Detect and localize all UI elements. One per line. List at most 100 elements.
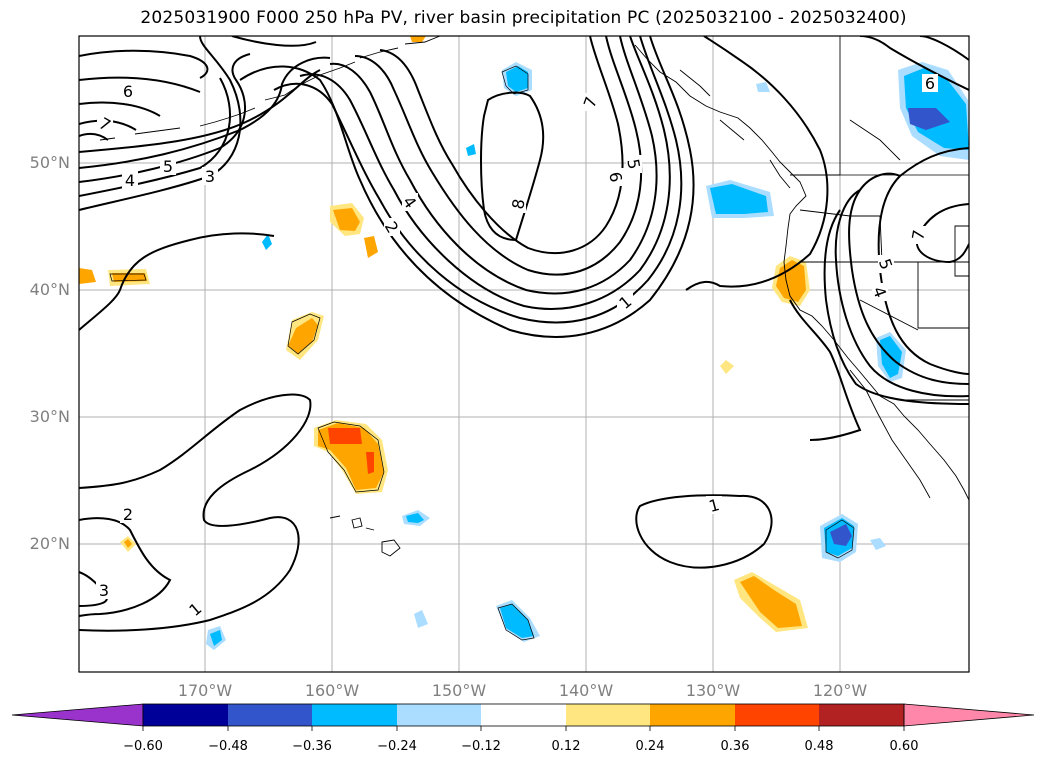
precip-blob-positive	[410, 36, 426, 42]
contour-label: 7	[96, 114, 114, 136]
map-title: 2025031900 F000 250 hPa PV, river basin …	[140, 8, 907, 28]
contour-label-text: 4	[125, 171, 135, 190]
plot-frame	[78, 35, 970, 673]
precip-blob-positive	[124, 539, 132, 548]
colorbar-frame	[142, 703, 905, 727]
precip-blob-negative	[406, 513, 424, 523]
precip-shading	[79, 36, 969, 650]
colorbar-segment	[481, 704, 566, 726]
colorbar-segment	[819, 704, 904, 726]
contour-label: 5	[160, 157, 176, 176]
contour-label-text: 8	[508, 197, 528, 210]
colorbar-label: 0.36	[721, 739, 750, 754]
precip-blob-negative	[830, 524, 852, 546]
lat-label: 50°N	[30, 153, 70, 172]
contour-label-text: 1	[707, 495, 722, 516]
precip-blob-positive	[720, 360, 734, 374]
lon-label: 170°W	[178, 681, 233, 700]
precip-blob-negative	[756, 82, 770, 92]
precip-blob-negative	[506, 66, 528, 92]
precip-blob-negative	[262, 234, 272, 250]
plot-area	[79, 36, 969, 672]
contour-label: 4	[122, 171, 138, 190]
colorbar: −0.60 −0.48 −0.36 −0.24 −0.12 0.12 0.24 …	[11, 703, 1035, 754]
contour-label: 6	[120, 82, 136, 101]
contour-label-text: 5	[623, 157, 643, 170]
lon-label: 160°W	[305, 681, 360, 700]
contour-label: 4	[869, 283, 890, 301]
contour-label: 1	[615, 292, 635, 313]
contour-label-text: 3	[99, 581, 109, 600]
colorbar-segment	[566, 704, 650, 726]
contour-label: 6	[922, 74, 938, 93]
precip-blob-negative	[908, 108, 950, 130]
contour-label: 1	[706, 495, 722, 516]
contour-label: 1	[185, 599, 205, 620]
colorbar-extend-low	[11, 703, 144, 727]
precip-blob-positive	[328, 428, 362, 444]
contour-label-text: 6	[123, 82, 133, 101]
contour-label: 2	[381, 218, 402, 236]
colorbar-extend-high	[903, 703, 1035, 727]
colorbar-label: −0.60	[123, 739, 163, 754]
colorbar-label: 0.48	[805, 739, 834, 754]
colorbar-segment	[397, 704, 481, 726]
lat-label: 40°N	[30, 280, 70, 299]
colorbar-segment	[228, 704, 312, 726]
contour-label: 6	[605, 168, 626, 186]
colorbar-label: −0.24	[377, 739, 417, 754]
precip-blob-negative	[710, 184, 768, 214]
contour-label-text: 7	[908, 228, 928, 241]
pv-contours	[79, 36, 969, 632]
lon-label: 150°W	[432, 681, 487, 700]
precip-blob-negative	[466, 144, 476, 156]
lat-labels: 20°N 30°N 40°N 50°N	[30, 153, 70, 553]
colorbar-label: 0.12	[552, 739, 581, 754]
precip-blob-positive	[776, 260, 806, 302]
precip-blob-negative	[210, 630, 222, 646]
contour-label-text: 6	[925, 74, 935, 93]
lon-label: 140°W	[559, 681, 614, 700]
colorbar-segment	[650, 704, 735, 726]
contour-label-text: 6	[605, 170, 625, 183]
contour-label-text: 2	[123, 505, 133, 524]
contour-label: 3	[202, 167, 218, 186]
contour-label: 4	[399, 193, 420, 212]
colorbar-label: −0.12	[461, 739, 501, 754]
colorbar-ticks	[142, 726, 905, 731]
colorbar-segment	[735, 704, 819, 726]
contour-label: 5	[875, 255, 896, 273]
contour-label: 7	[580, 93, 601, 111]
precip-blob-positive	[366, 452, 374, 474]
colorbar-segment	[312, 704, 397, 726]
precip-blob-negative	[414, 610, 428, 628]
colorbar-label: −0.36	[292, 739, 332, 754]
contour-labels: 6 7 5 4 3 2 4 8 7 5 6 1 6 7 5 4 2 3 1 1	[96, 74, 938, 620]
precip-blob-positive	[333, 208, 360, 231]
colorbar-segment	[143, 704, 228, 726]
precip-blob-positive	[364, 236, 378, 258]
precip-blob-negative	[870, 538, 886, 550]
colorbar-label: 0.60	[890, 739, 919, 754]
contour-label: 8	[508, 195, 529, 213]
precip-blob-positive	[740, 576, 802, 628]
contour-label: 3	[96, 581, 112, 600]
lat-label: 30°N	[30, 407, 70, 426]
precip-blob-positive	[79, 268, 96, 284]
contour-label-text: 5	[163, 157, 173, 176]
coastlines	[99, 36, 969, 641]
contour-label: 2	[120, 505, 136, 524]
precip-blob-positive	[112, 273, 147, 282]
lon-label: 130°W	[686, 681, 741, 700]
contour-label: 7	[908, 226, 929, 244]
contour-label-text: 3	[205, 167, 215, 186]
precip-blob-positive	[288, 318, 318, 354]
colorbar-label: 0.24	[636, 739, 665, 754]
contour-label: 5	[623, 155, 644, 173]
lon-label: 120°W	[813, 681, 868, 700]
colorbar-label: −0.48	[208, 739, 248, 754]
lon-labels: 170°W 160°W 150°W 140°W 130°W 120°W	[178, 681, 868, 700]
precip-blob-negative	[500, 604, 534, 638]
lat-label: 20°N	[30, 534, 70, 553]
